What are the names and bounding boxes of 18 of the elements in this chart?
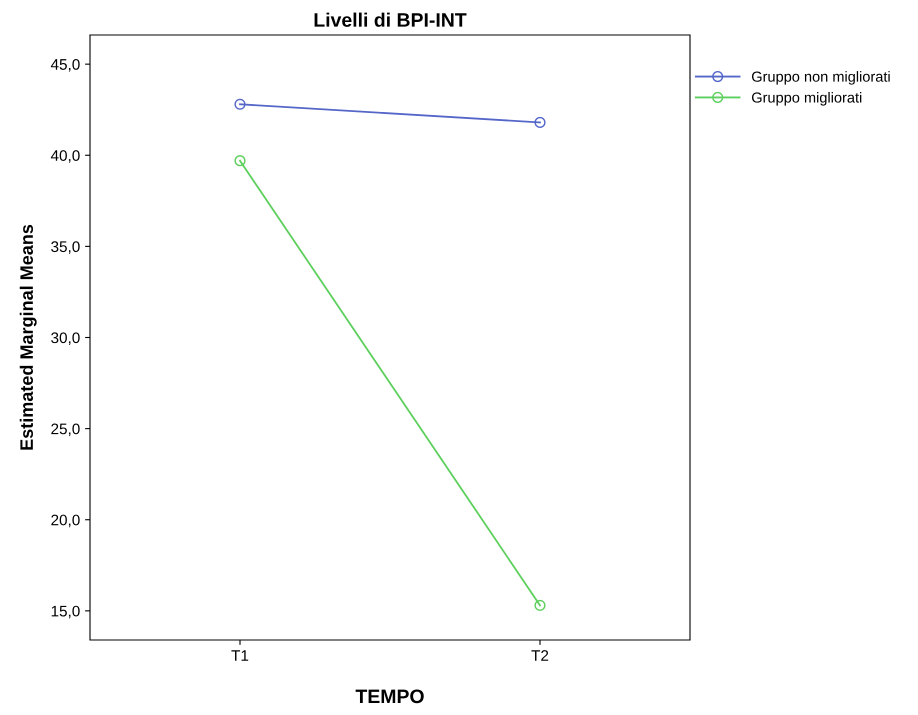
y-tick-label: 45,0 [50, 59, 80, 72]
x-tick-label: T1 [231, 650, 248, 661]
y-tick-label: 40,0 [50, 150, 80, 163]
point [534, 116, 546, 128]
legend-label: Gruppo migliorati [752, 92, 862, 106]
chart-title: Livelli di BPI-INT [314, 12, 466, 27]
point [234, 98, 246, 110]
y-axis-title: Estimated Marginal Means [20, 224, 37, 450]
legend-label: Gruppo non migliorati [752, 71, 890, 85]
y-tick-label: 20,0 [51, 514, 80, 528]
point [234, 155, 246, 166]
y-tick-label: 25,0 [51, 423, 80, 436]
y-tick-label: 15,0 [52, 606, 80, 618]
x-axis-title: TEMPO [356, 689, 424, 704]
y-tick-label: 35,0 [51, 241, 80, 254]
y-tick-label: 30,0 [51, 332, 80, 345]
point [534, 600, 546, 611]
x-tick-label: T2 [531, 650, 548, 661]
